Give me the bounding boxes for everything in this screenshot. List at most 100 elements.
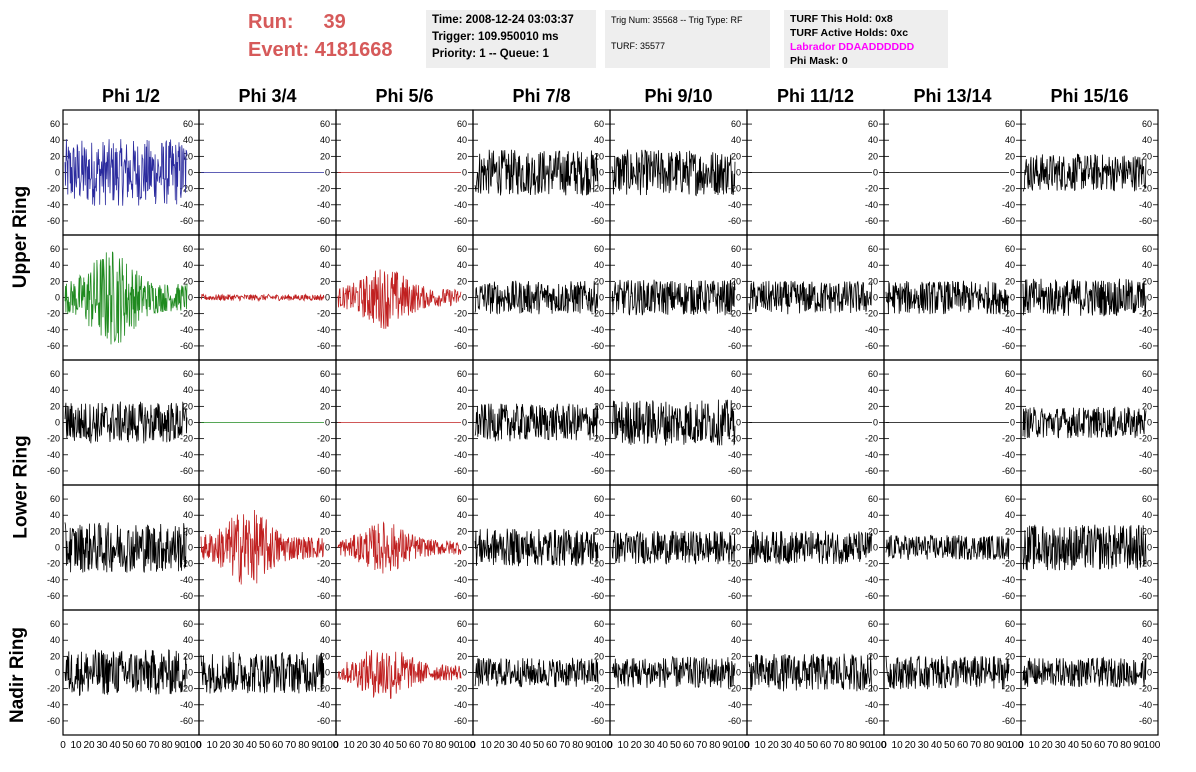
y-tick-label: 60 <box>320 244 330 254</box>
x-tick-label: 60 <box>957 740 969 751</box>
x-tick-label: 10 <box>70 740 82 751</box>
y-tick-label: 40 <box>594 635 604 645</box>
x-tick-label: 40 <box>383 740 395 751</box>
y-tick-label: 60 <box>868 369 878 379</box>
y-tick-label: -60 <box>865 591 878 601</box>
turf-active-text: TURF Active Holds: 0xc <box>790 27 909 39</box>
y-tick-label: -20 <box>1139 684 1152 694</box>
y-tick-label: -40 <box>1002 450 1015 460</box>
y-tick-label: 60 <box>868 494 878 504</box>
y-tick-label: 0 <box>188 168 193 178</box>
y-tick-label: -60 <box>317 716 330 726</box>
x-tick-label: 90 <box>585 740 597 751</box>
x-tick-label: 70 <box>148 740 160 751</box>
y-tick-label: 0 <box>325 543 330 553</box>
y-tick-label: -60 <box>728 591 741 601</box>
y-tick-label: 0 <box>1147 293 1152 303</box>
x-tick-label: 60 <box>546 740 558 751</box>
y-tick-label: 20 <box>1005 276 1015 286</box>
y-tick-label: 0 <box>188 668 193 678</box>
y-tick-label: 0 <box>736 168 741 178</box>
y-tick-label: -20 <box>180 684 193 694</box>
y-tick-label: -40 <box>317 700 330 710</box>
y-tick-label: 60 <box>731 119 741 129</box>
y-tick-label: 0 <box>462 668 467 678</box>
x-tick-label: 60 <box>1094 740 1106 751</box>
x-tick-label: 40 <box>794 740 806 751</box>
y-tick-label: -40 <box>591 575 604 585</box>
y-tick-label: 0 <box>1010 168 1015 178</box>
x-tick-label: 50 <box>670 740 682 751</box>
y-tick-label: 40 <box>1142 135 1152 145</box>
y-tick-label: 0 <box>736 293 741 303</box>
y-tick-label: 60 <box>594 244 604 254</box>
y-tick-label: -20 <box>728 309 741 319</box>
y-tick-label: -40 <box>1002 325 1015 335</box>
y-tick-label: 60 <box>183 369 193 379</box>
column-label: Phi 15/16 <box>1050 86 1129 106</box>
y-tick-label: 40 <box>1142 385 1152 395</box>
y-tick-label: -20 <box>47 559 60 569</box>
x-tick-label: 30 <box>96 740 108 751</box>
y-tick-label: 40 <box>868 385 878 395</box>
y-tick-label: 0 <box>1010 668 1015 678</box>
y-tick-label: -60 <box>591 591 604 601</box>
waveform-trace <box>64 139 188 206</box>
waveform-trace <box>748 280 873 315</box>
x-tick-label: 70 <box>1107 740 1119 751</box>
y-tick-label: 40 <box>868 635 878 645</box>
trigger-text: Trigger: 109.950010 ms <box>432 31 559 43</box>
y-tick-label: -40 <box>728 700 741 710</box>
y-tick-label: -20 <box>591 184 604 194</box>
waveform-trace <box>1022 153 1147 192</box>
y-tick-label: -60 <box>1002 591 1015 601</box>
y-tick-label: 60 <box>1142 244 1152 254</box>
y-tick-label: 20 <box>868 526 878 536</box>
y-tick-label: -60 <box>454 341 467 351</box>
y-tick-label: -60 <box>1002 716 1015 726</box>
y-tick-label: -20 <box>1139 184 1152 194</box>
x-tick-label: 30 <box>233 740 245 751</box>
y-tick-label: 20 <box>1142 526 1152 536</box>
waveform-trace <box>611 149 736 197</box>
y-tick-label: -20 <box>180 559 193 569</box>
y-tick-label: -40 <box>728 325 741 335</box>
y-tick-label: 20 <box>731 276 741 286</box>
y-tick-label: 20 <box>50 276 60 286</box>
y-tick-label: 40 <box>183 260 193 270</box>
y-tick-label: -60 <box>454 466 467 476</box>
y-tick-label: -60 <box>728 716 741 726</box>
y-tick-label: 40 <box>1005 135 1015 145</box>
y-tick-label: 20 <box>50 151 60 161</box>
waveform-trace <box>885 534 1010 561</box>
trig-text: Trig Num: 35568 -- Trig Type: RF <box>611 15 743 25</box>
y-tick-label: -60 <box>317 216 330 226</box>
x-tick-label: 30 <box>644 740 656 751</box>
x-tick-label: 10 <box>755 740 767 751</box>
y-tick-label: 0 <box>736 418 741 428</box>
x-tick-label: 40 <box>1068 740 1080 751</box>
y-tick-label: 60 <box>594 619 604 629</box>
y-tick-label: -40 <box>1002 700 1015 710</box>
y-tick-label: 20 <box>457 401 467 411</box>
y-tick-label: -20 <box>591 559 604 569</box>
y-tick-label: -60 <box>454 591 467 601</box>
y-tick-label: -20 <box>865 559 878 569</box>
y-tick-label: -60 <box>180 591 193 601</box>
y-tick-label: 20 <box>457 151 467 161</box>
x-tick-label: 60 <box>683 740 695 751</box>
phi-mask-text: Phi Mask: 0 <box>790 55 848 67</box>
y-tick-label: -20 <box>454 309 467 319</box>
y-tick-label: -40 <box>317 200 330 210</box>
y-tick-label: 0 <box>55 293 60 303</box>
y-tick-label: 40 <box>457 385 467 395</box>
x-tick-label: 50 <box>533 740 545 751</box>
y-tick-label: -20 <box>1002 434 1015 444</box>
y-tick-label: -40 <box>1139 200 1152 210</box>
y-tick-label: 20 <box>594 276 604 286</box>
y-tick-label: 60 <box>50 369 60 379</box>
y-tick-label: 40 <box>183 510 193 520</box>
time-info-box: Time: 2008-12-24 03:03:37 Trigger: 109.9… <box>426 10 596 68</box>
y-tick-label: -60 <box>47 716 60 726</box>
y-tick-label: 60 <box>320 119 330 129</box>
